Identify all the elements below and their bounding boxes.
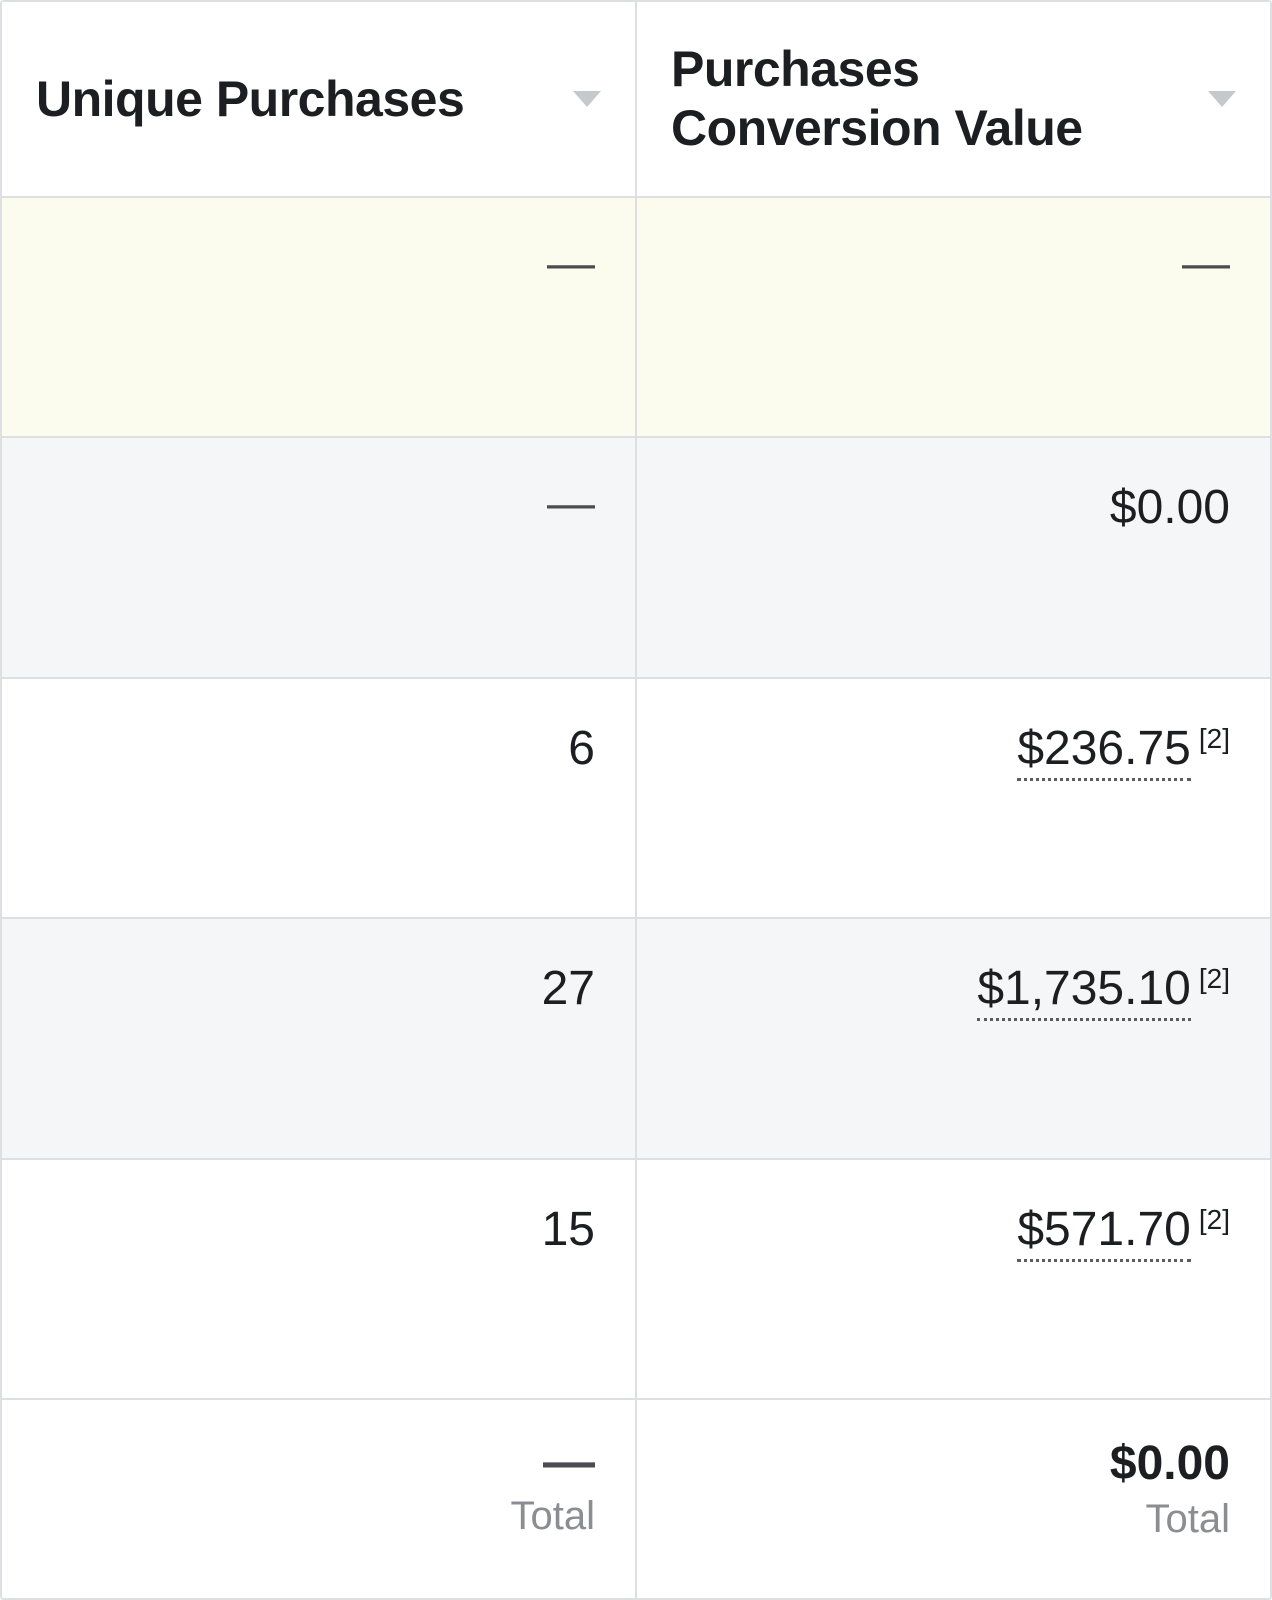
table-row[interactable]: — $0.00 [2,438,1270,678]
column-header-purchases-conversion-value[interactable]: Purchases Conversion Value [637,2,1270,196]
cell-value-wrapper: $571.70 [2] [1017,1202,1230,1262]
cell-conversion-value: $571.70 [2] [637,1160,1270,1398]
table-row[interactable]: — — [2,198,1270,438]
cell-value: $236.75 [1017,721,1191,781]
cell-value: $571.70 [1017,1202,1191,1262]
footer-cell-unique-purchases: — Total [2,1400,637,1598]
cell-conversion-value: $1,735.10 [2] [637,919,1270,1157]
cell-value: 27 [542,961,595,1016]
cell-unique-purchases: 6 [2,679,637,917]
footer-sublabel: Total [1146,1497,1231,1542]
cell-footnote: [2] [1199,1204,1230,1236]
column-header-label: Purchases Conversion Value [671,40,1196,158]
sort-caret-icon [1208,91,1236,107]
table-header-row: Unique Purchases Purchases Conversion Va… [2,2,1270,198]
footer-cell-conversion-value: $0.00 Total [637,1400,1270,1598]
cell-footnote: [2] [1199,723,1230,755]
table-row[interactable]: 15 $571.70 [2] [2,1160,1270,1398]
cell-value: 6 [568,721,595,776]
footer-value: $0.00 [1110,1436,1230,1491]
footer-sublabel: Total [511,1494,596,1539]
footer-value: — [543,1436,595,1488]
cell-conversion-value: $0.00 [637,438,1270,676]
column-header-unique-purchases[interactable]: Unique Purchases [2,2,637,196]
cell-footnote: [2] [1199,963,1230,995]
sort-caret-icon [573,91,601,107]
cell-unique-purchases: 15 [2,1160,637,1398]
cell-value: $1,735.10 [977,961,1191,1021]
cell-conversion-value: $236.75 [2] [637,679,1270,917]
cell-value: — [1182,240,1230,288]
cell-value: $0.00 [1110,480,1230,535]
purchases-table: Unique Purchases Purchases Conversion Va… [0,0,1272,1600]
column-header-label: Unique Purchases [36,70,464,129]
cell-unique-purchases: 27 [2,919,637,1157]
cell-value: — [547,240,595,288]
cell-unique-purchases: — [2,198,637,436]
cell-value: — [547,480,595,528]
cell-value: 15 [542,1202,595,1257]
table-row[interactable]: 6 $236.75 [2] [2,679,1270,919]
cell-unique-purchases: — [2,438,637,676]
table-row[interactable]: 27 $1,735.10 [2] [2,919,1270,1159]
table-body: — — — $0.00 6 $236.75 [2] [2,198,1270,1398]
cell-value-wrapper: $236.75 [2] [1017,721,1230,781]
table-footer-row: — Total $0.00 Total [2,1398,1270,1598]
cell-conversion-value: — [637,198,1270,436]
cell-value-wrapper: $1,735.10 [2] [977,961,1230,1021]
